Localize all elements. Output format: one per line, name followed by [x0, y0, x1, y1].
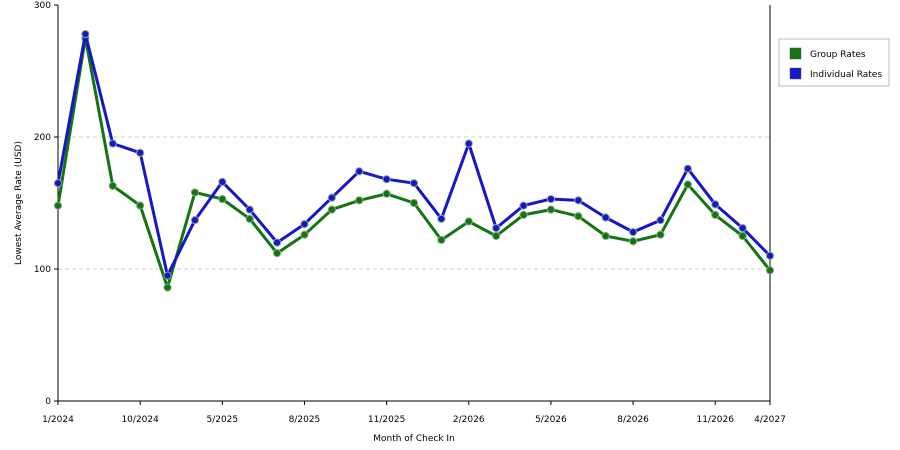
y-axis-ticks: 0 100 200 300	[34, 1, 58, 407]
data-point	[409, 198, 419, 208]
data-point	[464, 139, 473, 148]
y-tick-label: 100	[34, 265, 51, 275]
data-point	[355, 167, 364, 176]
data-point	[711, 210, 720, 219]
data-point	[327, 193, 336, 202]
data-point	[245, 214, 254, 223]
data-point	[300, 220, 309, 229]
data-point	[163, 283, 172, 292]
data-point	[81, 29, 90, 39]
data-point	[245, 205, 254, 214]
legend-swatch	[789, 47, 802, 60]
x-axis-ticks: 1/2024 10/2024 5/2025 8/2025 11/2025 2/2026 5/…	[42, 401, 786, 425]
legend-swatch	[789, 67, 802, 80]
data-point	[382, 175, 391, 184]
data-point	[628, 227, 638, 237]
data-point	[765, 266, 775, 275]
data-point	[711, 200, 720, 209]
data-point	[300, 230, 309, 239]
data-point	[355, 196, 364, 205]
y-axis-title: Lowest Average Rate (USD)	[14, 141, 24, 265]
data-point	[656, 230, 665, 239]
legend-label: Individual Rates	[810, 70, 882, 80]
data-point	[492, 231, 501, 241]
data-point	[519, 210, 528, 219]
x-tick-label: 8/2025	[289, 415, 321, 425]
legend: Group Rates Individual Rates	[778, 38, 890, 87]
data-point	[272, 238, 282, 247]
x-tick-label: 11/2026	[697, 415, 735, 425]
series-individual-rates	[53, 29, 775, 280]
data-point	[163, 271, 172, 280]
data-point	[136, 201, 145, 210]
legend-label: Group Rates	[810, 50, 866, 60]
data-point	[190, 216, 200, 225]
data-point	[492, 223, 501, 233]
data-point	[272, 249, 282, 258]
data-point	[53, 179, 63, 188]
data-point	[218, 177, 227, 186]
x-axis-title: Month of Check In	[373, 434, 455, 444]
data-point	[437, 214, 446, 223]
x-tick-label: 4/2027	[754, 415, 786, 425]
data-point	[108, 139, 117, 148]
data-point	[519, 201, 528, 210]
x-tick-label: 10/2024	[121, 415, 159, 425]
data-point	[765, 251, 775, 260]
x-tick-label: 1/2024	[42, 415, 74, 425]
data-point	[683, 180, 692, 189]
x-tick-label: 5/2026	[535, 415, 567, 425]
data-point	[409, 179, 419, 188]
data-point	[546, 205, 556, 214]
data-point	[738, 231, 747, 241]
data-point	[136, 148, 145, 157]
x-tick-label: 5/2025	[206, 415, 238, 425]
data-point	[190, 188, 200, 197]
data-point	[738, 223, 747, 233]
data-point	[464, 217, 473, 226]
y-tick-label: 0	[45, 397, 51, 407]
data-point	[656, 216, 665, 225]
data-point	[108, 181, 117, 190]
y-tick-label: 300	[34, 1, 51, 11]
series-layer	[53, 29, 775, 292]
data-point	[327, 205, 336, 214]
data-point	[53, 201, 63, 210]
data-point	[574, 212, 583, 221]
data-point	[437, 235, 446, 245]
data-point	[601, 213, 610, 222]
data-point	[628, 237, 638, 246]
x-tick-label: 8/2026	[617, 415, 649, 425]
data-point	[574, 196, 583, 205]
data-point	[382, 189, 391, 198]
data-point	[683, 164, 692, 173]
data-point	[218, 194, 227, 204]
data-point	[601, 231, 610, 241]
data-point	[546, 194, 556, 204]
y-tick-label: 200	[34, 133, 51, 143]
x-tick-label: 2/2026	[453, 415, 485, 425]
x-tick-label: 11/2025	[368, 415, 405, 425]
